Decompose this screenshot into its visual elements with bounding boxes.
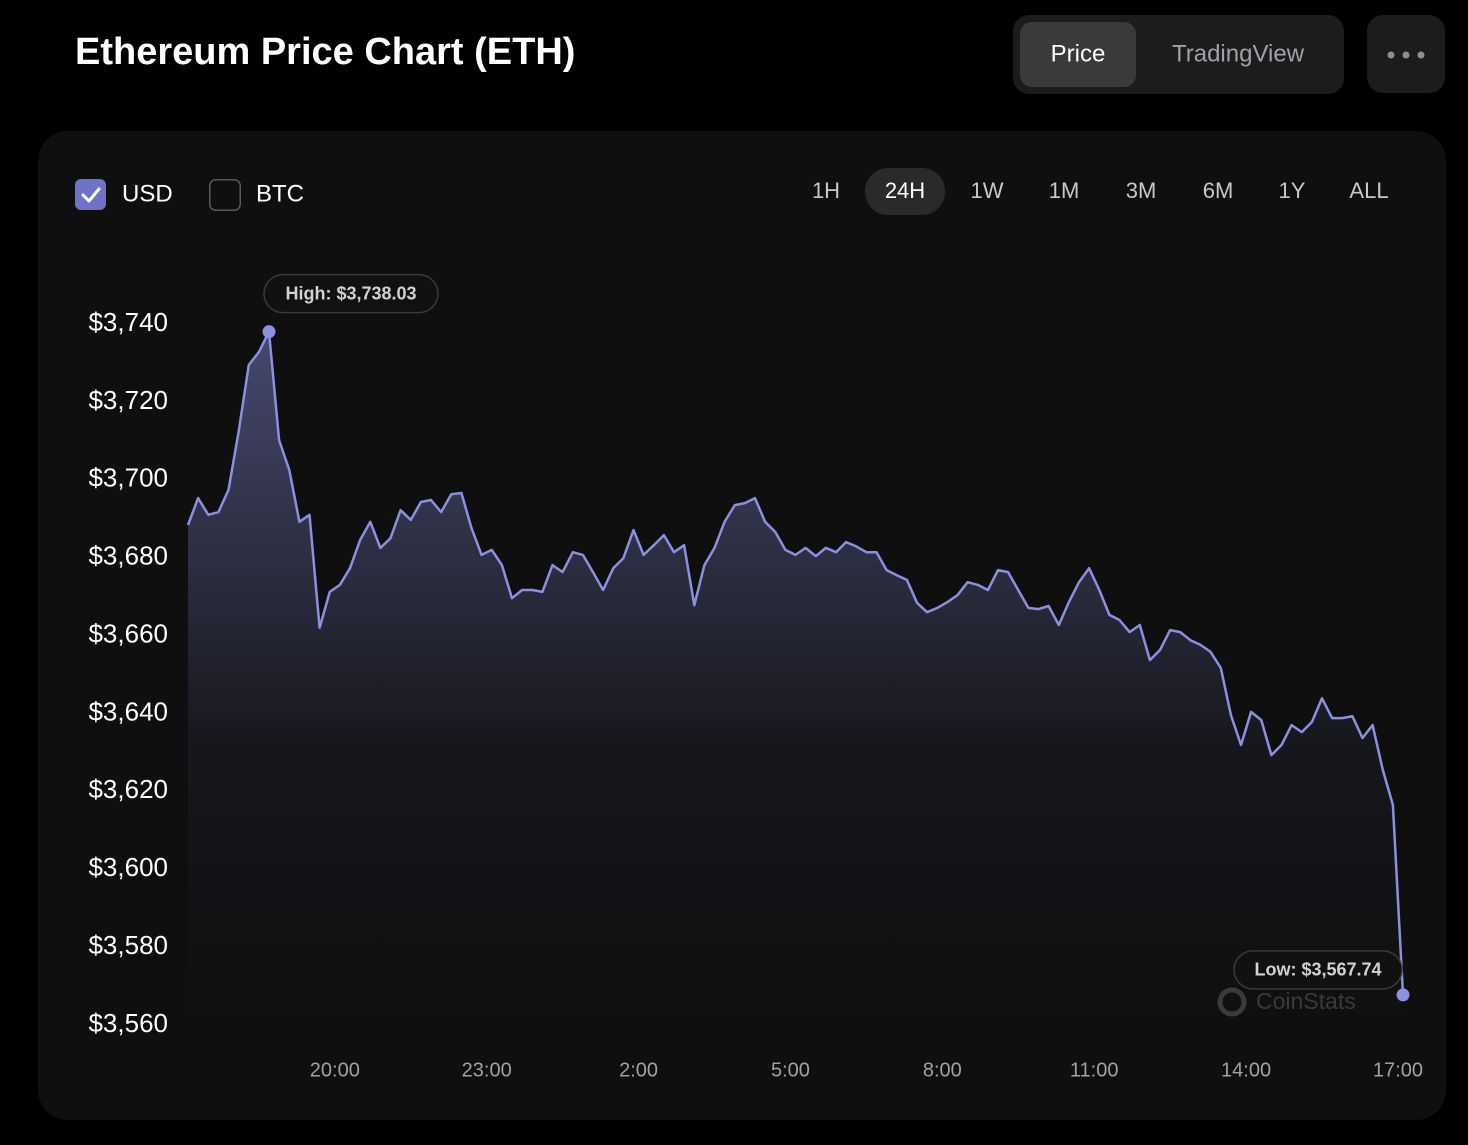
price-line [186,330,1405,995]
range-active-bg [865,168,945,215]
y-tick-label: $3,680 [88,541,168,571]
annotation-label: Low: $3,567.74 [1254,960,1381,980]
more-dot [1417,51,1425,59]
y-tick-label: $3,580 [88,930,168,960]
checkbox[interactable] [75,179,106,210]
range-button[interactable]: 1M [1049,178,1080,203]
annotation-label: High: $3,738.03 [285,283,416,303]
x-tick-label: 11:00 [1070,1059,1119,1081]
checkbox[interactable] [209,179,241,211]
y-tick-label: $3,740 [88,307,168,337]
range-button[interactable]: 1W [971,178,1004,203]
range-button[interactable]: ALL [1349,178,1388,203]
y-tick-label: $3,660 [88,618,168,648]
more-dot [1402,51,1410,59]
x-tick-label: 14:00 [1221,1059,1271,1081]
y-tick-label: $3,620 [88,774,168,804]
extreme-point [1396,988,1410,1002]
y-tick-label: $3,600 [88,852,168,882]
more-dot [1387,51,1395,59]
y-tick-label: $3,560 [88,1008,168,1038]
currency-label: USD [122,180,173,207]
x-tick-label: 8:00 [923,1059,962,1081]
range-button[interactable]: 1H [812,178,840,203]
range-button[interactable]: 1Y [1279,178,1306,203]
x-tick-label: 2:00 [619,1059,658,1081]
checkmark [81,187,101,203]
x-tick-label: 20:00 [310,1059,360,1081]
y-tick-label: $3,720 [88,385,168,415]
x-tick-label: 17:00 [1373,1059,1423,1081]
annotation-bubble [263,273,439,314]
range-button[interactable]: 3M [1126,178,1157,203]
y-tick-label: $3,640 [88,696,168,726]
extreme-point [262,325,276,339]
currency-label: BTC [256,180,304,207]
range-button[interactable]: 6M [1203,178,1234,203]
y-tick-label: $3,700 [88,463,168,493]
area-fill [188,331,1403,1025]
x-tick-label: 5:00 [771,1059,810,1081]
range-button[interactable]: 24H [885,178,925,203]
tab[interactable]: TradingView [1172,40,1305,67]
page-title: Ethereum Price Chart (ETH) [75,31,575,73]
tab-active-bg [1020,22,1136,87]
tab[interactable]: Price [1051,40,1106,67]
annotation-bubble [1233,950,1403,990]
x-tick-label: 23:00 [462,1059,512,1081]
